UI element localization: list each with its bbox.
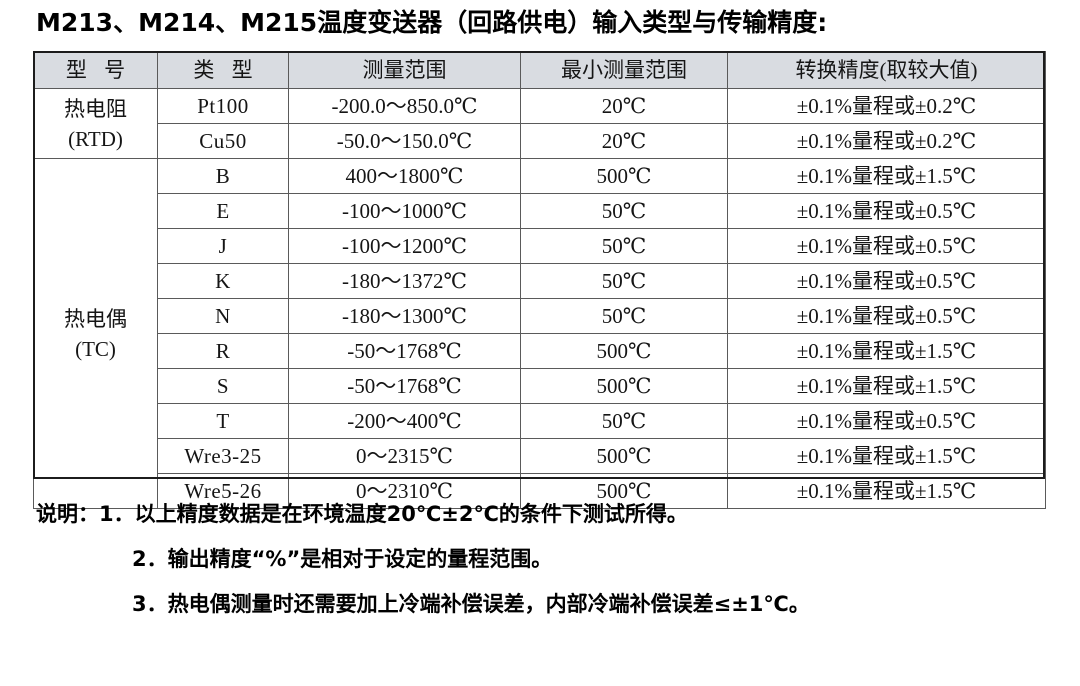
table-body: 热电阻 (RTD) Pt100 -200.0～850.0℃ 20℃ ±0.1%量程或±0.… — [33, 88, 1046, 509]
note-text: 1．以上精度数据是在环境温度20℃±2℃的条件下测试所得。 — [99, 502, 688, 526]
cell-type: B — [157, 158, 289, 194]
cell-type: Wre3-25 — [157, 438, 289, 474]
cell-accuracy: ±0.1%量程或±0.2℃ — [727, 88, 1046, 124]
cell-accuracy: ±0.1%量程或±1.5℃ — [727, 438, 1046, 474]
cell-accuracy: ±0.1%量程或±1.5℃ — [727, 158, 1046, 194]
cell-min-measuring-range: 50℃ — [520, 263, 728, 299]
cell-accuracy: ±0.1%量程或±0.5℃ — [727, 298, 1046, 334]
column-header-model: 型 号 — [33, 51, 158, 89]
cell-min-measuring-range: 500℃ — [520, 368, 728, 404]
group-label-line2: (TC) — [75, 336, 116, 361]
group-label-line2: (RTD) — [68, 126, 123, 151]
cell-min-measuring-range: 500℃ — [520, 473, 728, 509]
cell-type: J — [157, 228, 289, 264]
cell-type: Pt100 — [157, 88, 289, 124]
table-row: Wre3-25 0～2315℃ 500℃ ±0.1%量程或±1.5℃ — [34, 438, 1046, 474]
cell-measuring-range: -200～400℃ — [288, 403, 521, 439]
cell-accuracy: ±0.1%量程或±1.5℃ — [727, 333, 1046, 369]
cell-accuracy: ±0.1%量程或±1.5℃ — [727, 473, 1046, 509]
group-label-line1: 热电偶 — [64, 306, 127, 331]
group-label-cell: 热电偶 (TC) — [33, 158, 158, 509]
table-header-row: 型 号 类 型 测量范围 最小测量范围 转换精度(取较大值) — [33, 51, 1046, 89]
notes-block: 说明：1．以上精度数据是在环境温度20℃±2℃的条件下测试所得。 2．输出精度“%… — [36, 492, 1046, 627]
cell-min-measuring-range: 500℃ — [520, 438, 728, 474]
cell-min-measuring-range: 500℃ — [520, 158, 728, 194]
cell-min-measuring-range: 20℃ — [520, 88, 728, 124]
table-row: T -200～400℃ 50℃ ±0.1%量程或±0.5℃ — [34, 403, 1046, 439]
cell-min-measuring-range: 500℃ — [520, 333, 728, 369]
cell-type: S — [157, 368, 289, 404]
group-label-line1: 热电阻 — [64, 96, 127, 121]
cell-accuracy: ±0.1%量程或±1.5℃ — [727, 368, 1046, 404]
cell-min-measuring-range: 50℃ — [520, 193, 728, 229]
page-title: M213、M214、M215温度变送器（回路供电）输入类型与传输精度: — [36, 8, 828, 37]
cell-measuring-range: -180～1300℃ — [288, 298, 521, 334]
cell-accuracy: ±0.1%量程或±0.5℃ — [727, 228, 1046, 264]
cell-measuring-range: -50.0～150.0℃ — [288, 123, 521, 159]
column-header-type: 类 型 — [157, 51, 289, 89]
cell-measuring-range: -180～1372℃ — [288, 263, 521, 299]
notes-label: 说明： — [36, 502, 99, 526]
table-row: J -100～1200℃ 50℃ ±0.1%量程或±0.5℃ — [34, 228, 1046, 264]
cell-type: N — [157, 298, 289, 334]
group-label-cell: 热电阻 (RTD) — [33, 88, 158, 159]
note-item: 2．输出精度“%”是相对于设定的量程范围。 — [36, 537, 1046, 582]
cell-measuring-range: 0～2310℃ — [288, 473, 521, 509]
cell-measuring-range: -50～1768℃ — [288, 333, 521, 369]
note-item: 3．热电偶测量时还需要加上冷端补偿误差，内部冷端补偿误差≤±1℃。 — [36, 582, 1046, 627]
cell-accuracy: ±0.1%量程或±0.2℃ — [727, 123, 1046, 159]
cell-accuracy: ±0.1%量程或±0.5℃ — [727, 193, 1046, 229]
note-item: 说明：1．以上精度数据是在环境温度20℃±2℃的条件下测试所得。 — [36, 492, 1046, 537]
specification-table: 型 号 类 型 测量范围 最小测量范围 转换精度(取较大值) 热电阻 (RTD) P… — [33, 51, 1046, 509]
cell-type: E — [157, 193, 289, 229]
table-row: Cu50 -50.0～150.0℃ 20℃ ±0.1%量程或±0.2℃ — [34, 123, 1046, 159]
column-header-min-range: 最小测量范围 — [520, 51, 728, 89]
cell-measuring-range: -50～1768℃ — [288, 368, 521, 404]
table-header: 型 号 类 型 测量范围 最小测量范围 转换精度(取较大值) — [33, 51, 1046, 89]
cell-min-measuring-range: 50℃ — [520, 403, 728, 439]
cell-measuring-range: -200.0～850.0℃ — [288, 88, 521, 124]
note-text: 3．热电偶测量时还需要加上冷端补偿误差，内部冷端补偿误差≤±1℃。 — [132, 592, 810, 616]
note-text: 2．输出精度“%”是相对于设定的量程范围。 — [132, 547, 553, 571]
cell-accuracy: ±0.1%量程或±0.5℃ — [727, 263, 1046, 299]
table-row: E -100～1000℃ 50℃ ±0.1%量程或±0.5℃ — [34, 193, 1046, 229]
cell-measuring-range: -100～1200℃ — [288, 228, 521, 264]
cell-measuring-range: 400～1800℃ — [288, 158, 521, 194]
cell-type: Wre5-26 — [157, 473, 289, 509]
table-row: 热电阻 (RTD) Pt100 -200.0～850.0℃ 20℃ ±0.1%量程或±0.… — [33, 88, 1046, 159]
cell-min-measuring-range: 50℃ — [520, 228, 728, 264]
cell-type: T — [157, 403, 289, 439]
table-row: S -50～1768℃ 500℃ ±0.1%量程或±1.5℃ — [34, 368, 1046, 404]
table-row: Wre5-26 0～2310℃ 500℃ ±0.1%量程或±1.5℃ — [34, 473, 1046, 509]
cell-type: Cu50 — [157, 123, 289, 159]
table-row: R -50～1768℃ 500℃ ±0.1%量程或±1.5℃ — [34, 333, 1046, 369]
cell-type: R — [157, 333, 289, 369]
column-header-accuracy: 转换精度(取较大值) — [727, 51, 1046, 89]
cell-measuring-range: -100～1000℃ — [288, 193, 521, 229]
table-row: K -180～1372℃ 50℃ ±0.1%量程或±0.5℃ — [34, 263, 1046, 299]
column-header-range: 测量范围 — [288, 51, 521, 89]
cell-type: K — [157, 263, 289, 299]
table-row: 热电偶 (TC) B 400～1800℃ 500℃ ±0.1%量程或±1.5℃ — [33, 158, 1046, 509]
cell-measuring-range: 0～2315℃ — [288, 438, 521, 474]
table-row: N -180～1300℃ 50℃ ±0.1%量程或±0.5℃ — [34, 298, 1046, 334]
cell-accuracy: ±0.1%量程或±0.5℃ — [727, 403, 1046, 439]
cell-min-measuring-range: 20℃ — [520, 123, 728, 159]
cell-min-measuring-range: 50℃ — [520, 298, 728, 334]
